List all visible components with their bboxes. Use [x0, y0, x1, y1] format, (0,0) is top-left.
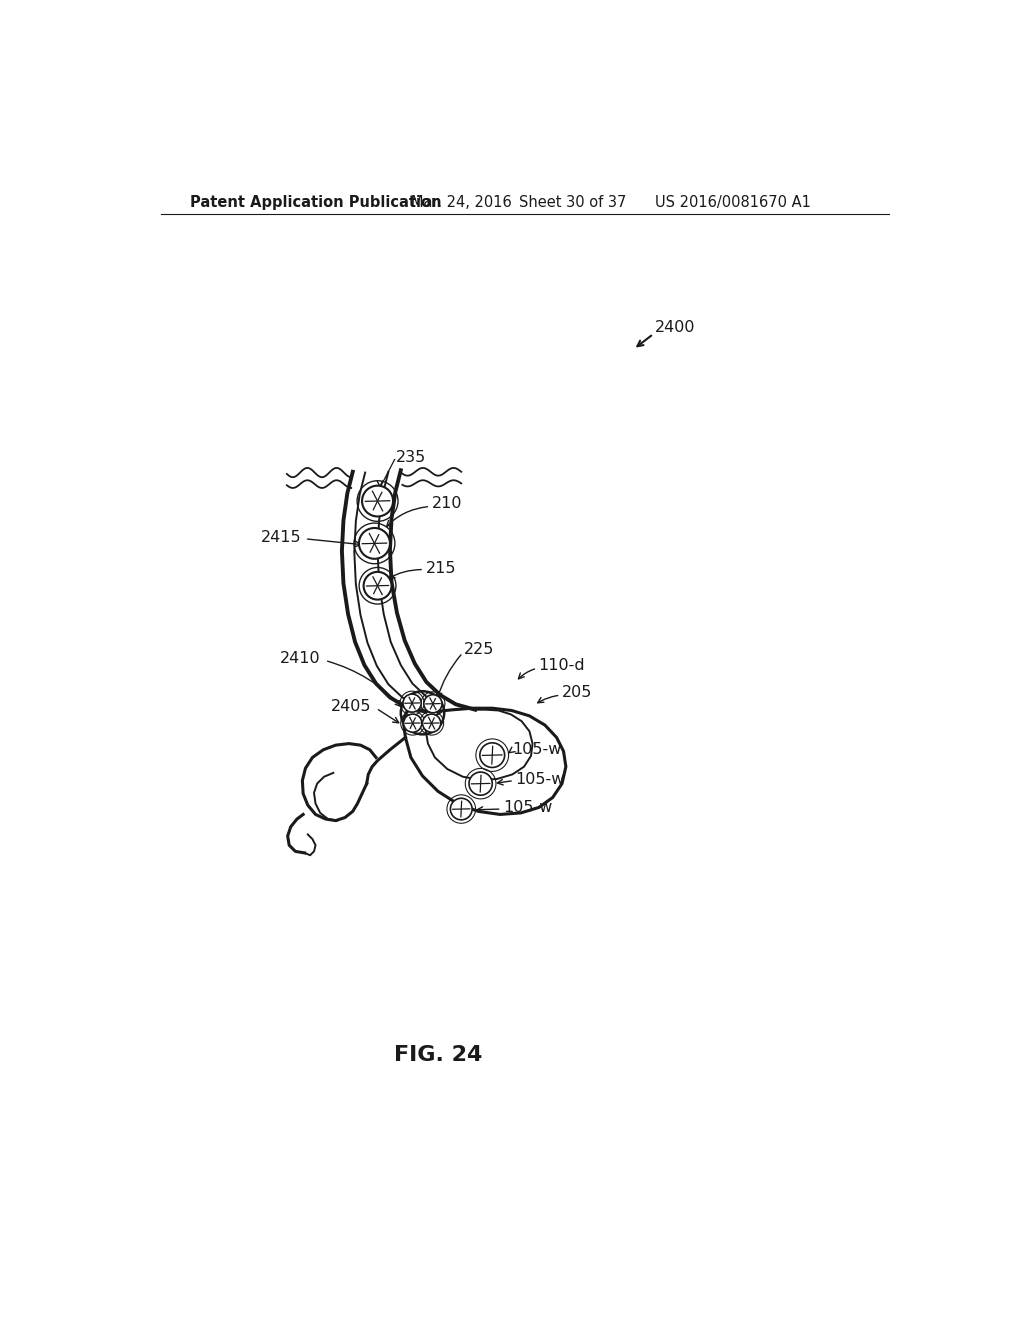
Circle shape — [364, 572, 391, 599]
Circle shape — [403, 714, 422, 733]
Text: Patent Application Publication: Patent Application Publication — [190, 195, 441, 210]
Circle shape — [359, 528, 390, 558]
Text: Mar. 24, 2016: Mar. 24, 2016 — [411, 195, 512, 210]
Circle shape — [480, 743, 505, 767]
Text: 105-w: 105-w — [503, 800, 553, 814]
Text: 2405: 2405 — [331, 700, 372, 714]
Circle shape — [403, 694, 421, 713]
Text: 210: 210 — [432, 496, 462, 511]
Circle shape — [451, 799, 472, 820]
Text: 105-w: 105-w — [515, 771, 565, 787]
Circle shape — [362, 486, 393, 516]
Text: 2400: 2400 — [655, 321, 695, 335]
Text: 225: 225 — [464, 642, 495, 657]
Text: 105-w: 105-w — [512, 742, 562, 758]
Circle shape — [423, 714, 440, 733]
Text: 205: 205 — [562, 685, 592, 701]
Text: 2410: 2410 — [280, 651, 321, 667]
Circle shape — [469, 772, 493, 795]
Circle shape — [424, 694, 442, 713]
Text: 110-d: 110-d — [539, 657, 586, 673]
Text: 2415: 2415 — [261, 529, 302, 545]
Text: 235: 235 — [396, 450, 426, 465]
Text: US 2016/0081670 A1: US 2016/0081670 A1 — [655, 195, 811, 210]
Text: 215: 215 — [426, 561, 456, 576]
Text: FIG. 24: FIG. 24 — [394, 1045, 482, 1065]
Text: Sheet 30 of 37: Sheet 30 of 37 — [519, 195, 627, 210]
